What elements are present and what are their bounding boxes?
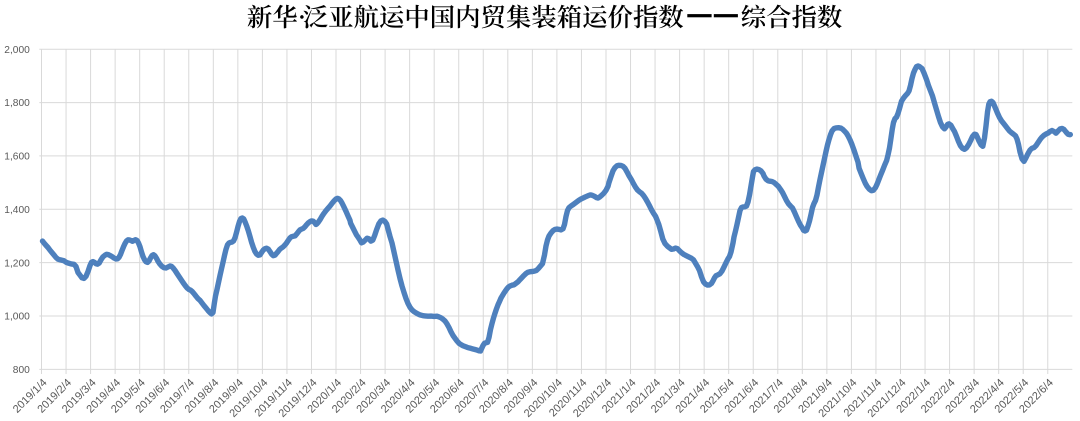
svg-text:1,800: 1,800 xyxy=(4,98,30,109)
svg-text:1,400: 1,400 xyxy=(4,205,30,216)
svg-text:1,600: 1,600 xyxy=(4,152,30,163)
svg-text:1,000: 1,000 xyxy=(4,312,30,323)
svg-text:2,000: 2,000 xyxy=(4,45,30,56)
svg-text:800: 800 xyxy=(13,365,30,376)
svg-text:1,200: 1,200 xyxy=(4,258,30,269)
